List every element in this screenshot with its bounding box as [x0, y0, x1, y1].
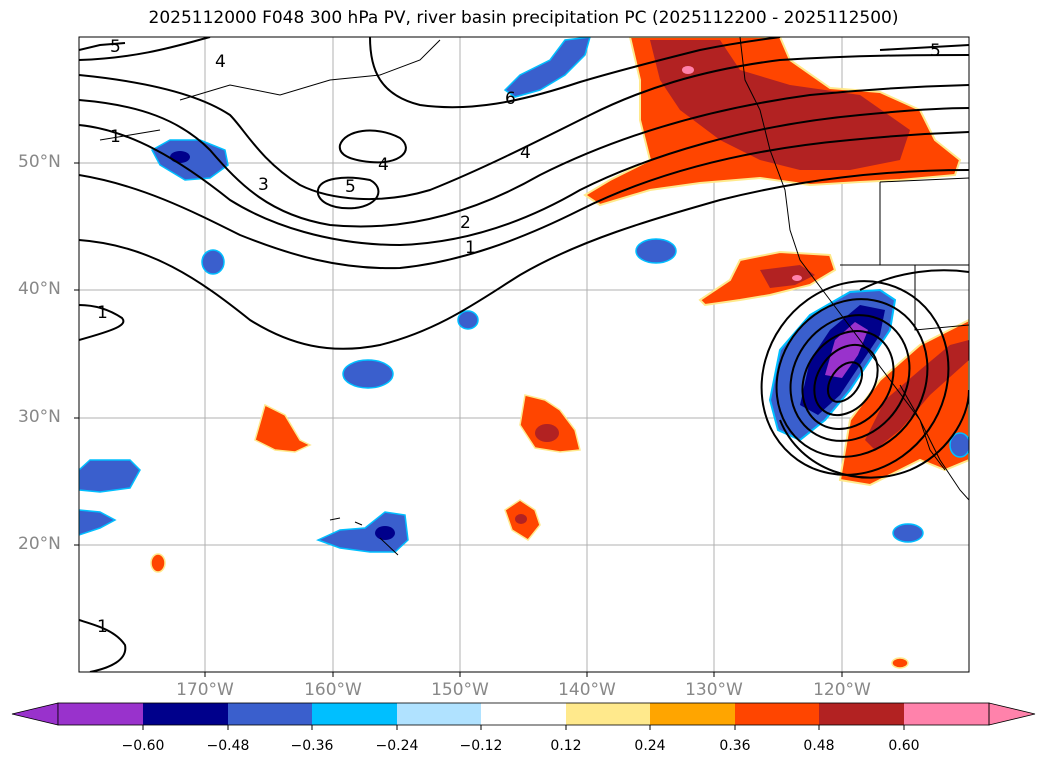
colorbar-swatch: [58, 703, 143, 725]
contour-label: 2: [460, 213, 471, 233]
colorbar-extend-high: [988, 702, 1036, 726]
colorbar-tick-label: 0.24: [634, 738, 666, 754]
colorbar-tick-label: −0.48: [206, 738, 250, 754]
colorbar-swatch: [143, 703, 228, 725]
colorbar-swatch: [735, 703, 819, 725]
lat-label-30n: 30°N: [18, 407, 61, 427]
lon-label-120w: 120°W: [813, 680, 871, 700]
pv-contours: [79, 37, 969, 672]
colorbar-tick-label: 0.48: [803, 738, 835, 754]
contour-label: 1: [97, 617, 108, 637]
colorbar-swatch: [397, 703, 481, 725]
colorbar-tick-label: −0.36: [290, 738, 334, 754]
contour-label: 4: [215, 52, 226, 72]
contour-label: 5: [345, 177, 356, 197]
colorbar-swatch: [904, 703, 989, 725]
contour-label: 4: [378, 155, 389, 175]
lon-label-130w: 130°W: [685, 680, 743, 700]
lon-label-150w: 150°W: [431, 680, 489, 700]
colorbar-swatch: [312, 703, 397, 725]
contour-labels: 5 4 6 1 3 4 5 4 2 1 1 5 1: [97, 37, 941, 637]
map-title: 2025112000 F048 300 hPa PV, river basin …: [148, 8, 899, 28]
axis-ticks: [74, 162, 843, 677]
colorbar-swatch: [819, 703, 904, 725]
colorbar-swatch: [228, 703, 312, 725]
lat-label-20n: 20°N: [18, 534, 61, 554]
contour-label: 1: [97, 303, 108, 323]
lon-label-170w: 170°W: [176, 680, 234, 700]
precip-negative-isolated: [79, 37, 969, 553]
colorbar-tick-label: 0.60: [888, 738, 920, 754]
lon-label-160w: 160°W: [304, 680, 362, 700]
contour-label: 1: [465, 238, 476, 258]
colorbar-tick-label: −0.12: [459, 738, 503, 754]
colorbar-swatch: [650, 703, 735, 725]
colorbar-tick-label: −0.24: [375, 738, 419, 754]
contour-label: 4: [520, 143, 531, 163]
contour-label: 3: [258, 175, 269, 195]
precip-positive-isolated: [150, 394, 909, 669]
lat-label-50n: 50°N: [18, 152, 61, 172]
contour-label: 6: [505, 89, 516, 109]
lon-label-140w: 140°W: [558, 680, 616, 700]
map-frame: [78, 36, 970, 673]
colorbar-tick-label: 0.36: [719, 738, 751, 754]
colorbar-extend-low: [11, 702, 59, 726]
contour-label: 1: [110, 127, 121, 147]
colorbar-tick-label: −0.60: [121, 738, 165, 754]
lat-label-40n: 40°N: [18, 279, 61, 299]
colorbar-tick-label: 0.12: [550, 738, 582, 754]
colorbar: [11, 702, 1036, 730]
precip-positive-california: [698, 250, 837, 307]
contour-label: 5: [930, 41, 941, 61]
contour-label: 5: [110, 37, 121, 57]
colorbar-swatch: [481, 703, 566, 725]
colorbar-swatch: [566, 703, 650, 725]
